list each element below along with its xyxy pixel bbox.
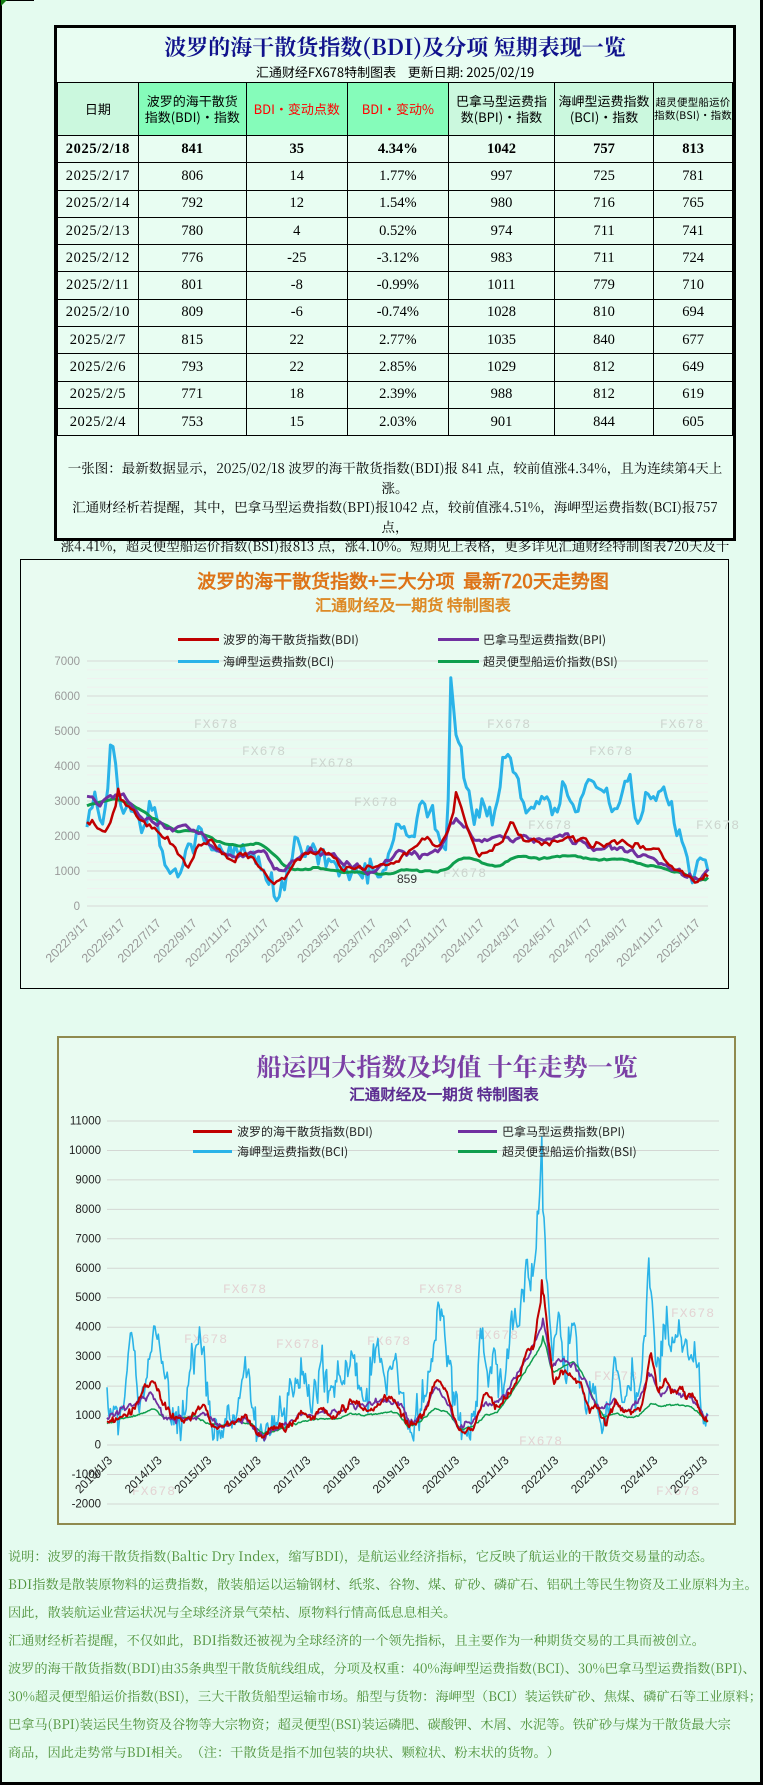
svg-text:FX678: FX678: [419, 1282, 463, 1297]
svg-text:7000: 7000: [54, 656, 80, 668]
svg-text:-2000: -2000: [72, 1499, 101, 1511]
svg-text:FX678: FX678: [528, 818, 572, 833]
svg-text:FX678: FX678: [184, 1332, 228, 1347]
svg-text:5000: 5000: [54, 726, 80, 738]
svg-text:波罗的海干散货指数(BDI): 波罗的海干散货指数(BDI): [223, 631, 359, 648]
svg-text:波罗的海干散货指数(BDI): 波罗的海干散货指数(BDI): [237, 1123, 373, 1140]
svg-text:4000: 4000: [75, 1322, 101, 1334]
svg-text:FX678: FX678: [660, 717, 704, 732]
svg-text:FX678: FX678: [519, 1434, 563, 1449]
svg-text:FX678: FX678: [656, 1484, 700, 1499]
svg-text:FX678: FX678: [242, 744, 286, 759]
svg-text:FX678: FX678: [310, 756, 354, 771]
svg-text:2000: 2000: [75, 1381, 101, 1393]
svg-text:超灵便型船运价指数(BSI): 超灵便型船运价指数(BSI): [502, 1143, 637, 1160]
svg-text:巴拿马型运费指数(BPI): 巴拿马型运费指数(BPI): [483, 631, 606, 648]
svg-text:超灵便型船运价指数(BSI): 超灵便型船运价指数(BSI): [483, 653, 618, 670]
svg-text:6000: 6000: [54, 691, 80, 703]
svg-text:1000: 1000: [54, 866, 80, 878]
svg-text:FX678: FX678: [475, 1328, 519, 1343]
svg-text:3000: 3000: [75, 1351, 101, 1363]
svg-text:-1000: -1000: [72, 1469, 101, 1481]
svg-text:2000: 2000: [54, 831, 80, 843]
svg-text:FX678: FX678: [132, 1484, 176, 1499]
svg-text:FX678: FX678: [594, 1369, 638, 1384]
svg-text:FX678: FX678: [276, 1337, 320, 1352]
svg-text:4000: 4000: [54, 761, 80, 773]
svg-text:巴拿马型运费指数(BPI): 巴拿马型运费指数(BPI): [502, 1123, 625, 1140]
svg-text:FX678: FX678: [223, 1282, 267, 1297]
svg-text:3000: 3000: [54, 796, 80, 808]
svg-text:FX678: FX678: [696, 818, 740, 833]
svg-text:FX678: FX678: [589, 744, 633, 759]
svg-text:0: 0: [74, 901, 80, 913]
svg-text:海岬型运费指数(BCI): 海岬型运费指数(BCI): [237, 1143, 348, 1160]
svg-text:7000: 7000: [75, 1233, 101, 1245]
svg-text:FX678: FX678: [671, 1306, 715, 1321]
svg-text:8000: 8000: [75, 1204, 101, 1216]
svg-text:11000: 11000: [70, 1116, 101, 1128]
svg-text:9000: 9000: [75, 1174, 101, 1186]
svg-text:10000: 10000: [69, 1145, 101, 1157]
svg-text:1000: 1000: [75, 1410, 101, 1422]
svg-text:6000: 6000: [75, 1263, 101, 1275]
svg-text:859: 859: [397, 872, 417, 886]
svg-text:5000: 5000: [75, 1292, 101, 1304]
svg-text:FX678: FX678: [487, 717, 531, 732]
svg-text:FX678: FX678: [194, 717, 238, 732]
svg-text:FX678: FX678: [354, 795, 398, 810]
svg-text:0: 0: [95, 1440, 101, 1452]
svg-text:海岬型运费指数(BCI): 海岬型运费指数(BCI): [223, 653, 334, 670]
svg-text:FX678: FX678: [443, 866, 487, 881]
